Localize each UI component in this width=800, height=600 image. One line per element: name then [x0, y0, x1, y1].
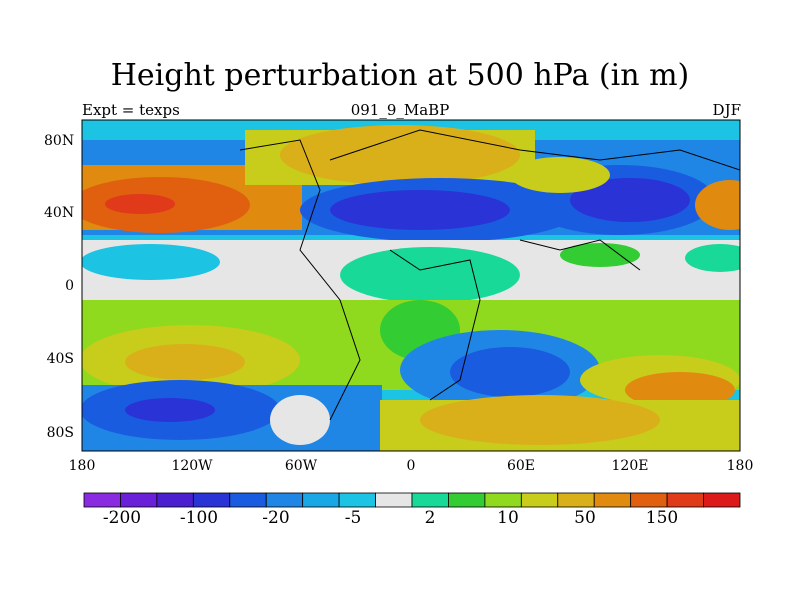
colorbar-label: -100: [179, 508, 219, 528]
y-tick-0: 0: [65, 278, 74, 294]
colorbar-box: [229, 492, 267, 508]
run-label: 091_9_MaBP: [350, 101, 450, 119]
contour-field: [82, 120, 740, 451]
colorbar-box: [448, 492, 486, 508]
y-tick-80s: 80S: [46, 425, 74, 441]
x-tick-120w: 120W: [171, 458, 213, 474]
colorbar-label: 2: [424, 508, 436, 528]
colorbar-box: [630, 492, 668, 508]
colorbar-box: [557, 492, 595, 508]
colorbar-box: [375, 492, 413, 508]
x-tick-0: 0: [406, 458, 416, 474]
colorbar-box: [666, 492, 704, 508]
x-tick-60e: 60E: [506, 458, 536, 474]
colorbar-label: 150: [645, 508, 679, 528]
colorbar-box: [83, 492, 121, 508]
season-label: DJF: [712, 101, 741, 119]
plot-title: Height perturbation at 500 hPa (in m): [110, 58, 690, 93]
x-tick-120e: 120E: [611, 458, 649, 474]
y-tick-40s: 40S: [46, 351, 74, 367]
colorbar-box: [520, 492, 559, 508]
x-tick-180-left: 180: [68, 458, 96, 474]
colorbar-box: [156, 492, 194, 508]
colorbar-box: [265, 492, 304, 508]
colorbar-box: [703, 492, 741, 508]
colorbar-label: -20: [262, 508, 290, 528]
colorbar-box: [411, 492, 449, 508]
x-tick-60w: 60W: [284, 458, 318, 474]
colorbar-box: [593, 492, 632, 508]
colorbar-box: [192, 492, 231, 508]
y-tick-40n: 40N: [44, 205, 75, 221]
colorbar-label: 50: [574, 508, 596, 528]
colorbar-box: [120, 492, 158, 508]
map-frame: [81, 119, 741, 452]
x-tick-180-right: 180: [726, 458, 754, 474]
y-tick-80n: 80N: [44, 133, 75, 149]
colorbar-label: -5: [344, 508, 362, 528]
colorbar: [83, 492, 741, 508]
colorbar-box: [484, 492, 522, 508]
experiment-label: Expt = texps: [82, 101, 180, 119]
colorbar-label: 10: [497, 508, 519, 528]
colorbar-box: [338, 492, 376, 508]
colorbar-box: [302, 492, 340, 508]
colorbar-label: -200: [102, 508, 142, 528]
